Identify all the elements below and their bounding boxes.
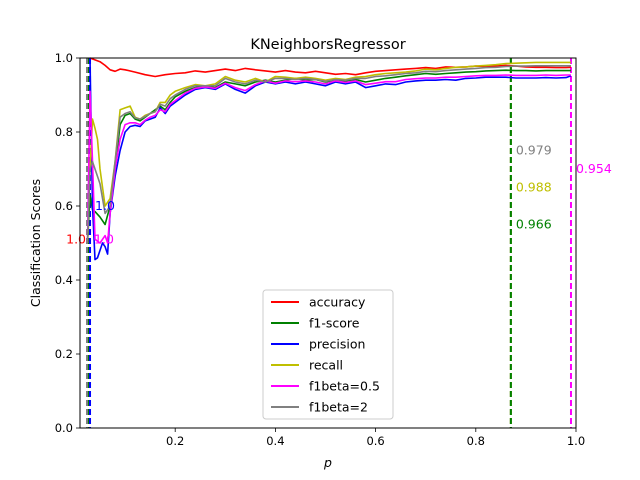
x-axis-label: p — [323, 455, 332, 470]
y-tick-label: 0.6 — [55, 199, 73, 213]
series-line-f1-score — [86, 69, 571, 244]
legend-label: accuracy — [309, 295, 366, 310]
y-tick-label: 0.2 — [55, 347, 73, 361]
series-layer — [86, 57, 572, 261]
x-tick-label: 1.0 — [567, 434, 585, 448]
vline-value-label: 1.0 — [94, 231, 114, 246]
y-tick-label: 1.0 — [55, 51, 73, 65]
x-tick-label: 0.2 — [166, 434, 184, 448]
vline-value-label: 1.0 — [95, 198, 115, 213]
legend-label: f1beta=2 — [309, 400, 368, 415]
vline-value-label: 1.0 — [66, 231, 86, 246]
vline-value-label: 0.954 — [576, 161, 612, 176]
y-tick-label: 0.0 — [55, 421, 73, 435]
x-tick-label: 0.8 — [467, 434, 485, 448]
y-tick-label: 0.4 — [55, 273, 73, 287]
legend-label: precision — [309, 337, 365, 352]
vline-value-label: 0.966 — [516, 217, 552, 232]
annotations-layer: 1.0 1.0 1.0 0.979 0.988 0.966 0.954 — [66, 143, 612, 247]
vline-value-label: 0.979 — [516, 143, 552, 158]
series-line-f1beta-0-5 — [86, 74, 571, 244]
y-tick-label: 0.8 — [55, 125, 73, 139]
series-line-accuracy — [89, 57, 572, 78]
vline-value-label: 0.988 — [516, 180, 552, 195]
y-axis-label: Classification Scores — [28, 179, 43, 307]
legend-label: recall — [309, 358, 343, 373]
series-line-precision — [89, 57, 572, 261]
chart-title: KNeighborsRegressor — [250, 37, 405, 53]
x-tick-label: 0.4 — [266, 434, 284, 448]
series-line-f1beta-2 — [86, 65, 571, 244]
legend-label: f1beta=0.5 — [309, 379, 380, 394]
ticks-layer: 0.2 0.4 0.6 0.8 1.0 0.0 0.2 0.4 0.6 0.8 1.0 — [55, 51, 585, 448]
series-line-recall — [86, 61, 571, 244]
plot-frame — [79, 57, 577, 429]
x-tick-label: 0.6 — [366, 434, 384, 448]
legend-label: f1-score — [309, 316, 360, 331]
legend: accuracy f1-score precision recall f1beta=0.… — [262, 289, 394, 420]
